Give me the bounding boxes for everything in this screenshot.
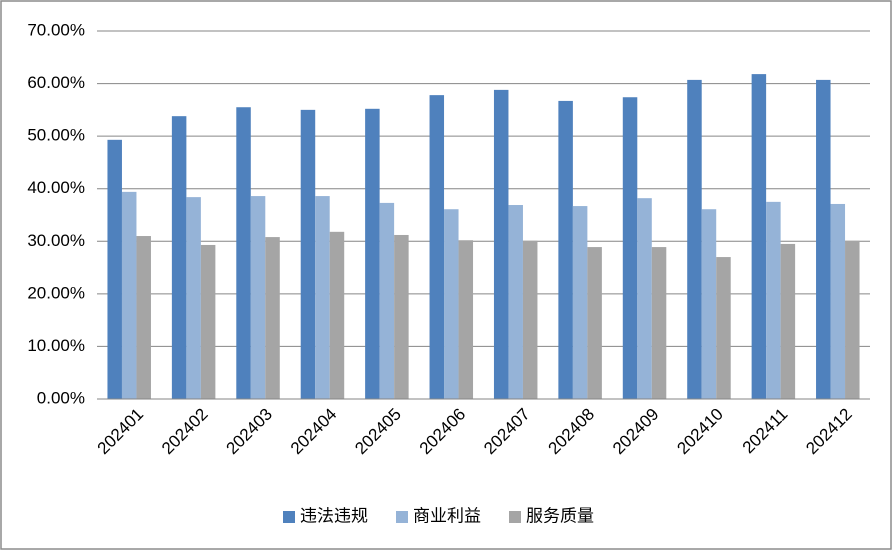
legend-swatch bbox=[509, 511, 521, 523]
bar bbox=[458, 240, 474, 399]
bar bbox=[394, 234, 409, 399]
bar bbox=[379, 202, 395, 399]
bar bbox=[701, 209, 717, 399]
bar bbox=[429, 95, 445, 399]
bar bbox=[766, 201, 781, 399]
y-tick-label: 10.00% bbox=[27, 336, 85, 355]
bar bbox=[171, 116, 187, 399]
legend-label: 服务质量 bbox=[526, 506, 594, 525]
y-tick-label: 30.00% bbox=[27, 231, 85, 250]
bar bbox=[651, 247, 667, 399]
bar bbox=[780, 243, 796, 399]
bar bbox=[830, 203, 846, 399]
bar bbox=[265, 237, 280, 399]
y-tick-label: 0.00% bbox=[37, 388, 85, 407]
bar bbox=[572, 206, 588, 399]
bar bbox=[186, 197, 201, 399]
bar bbox=[845, 240, 860, 399]
bar bbox=[508, 205, 523, 399]
bar bbox=[300, 109, 316, 399]
bar bbox=[315, 196, 330, 399]
bar bbox=[329, 231, 345, 399]
bar bbox=[522, 240, 538, 399]
bar bbox=[107, 139, 122, 399]
legend-label: 商业利益 bbox=[413, 506, 481, 525]
bar bbox=[121, 191, 137, 399]
y-tick-label: 50.00% bbox=[27, 126, 85, 145]
bar bbox=[236, 107, 251, 399]
bar bbox=[637, 198, 652, 399]
legend-swatch bbox=[283, 511, 295, 523]
legend-swatch bbox=[396, 511, 408, 523]
bar bbox=[816, 79, 831, 400]
bar bbox=[751, 74, 767, 399]
bar bbox=[716, 257, 731, 399]
bar bbox=[558, 100, 573, 400]
y-tick-label: 40.00% bbox=[27, 178, 85, 197]
y-tick-label: 20.00% bbox=[27, 283, 85, 302]
y-tick-label: 60.00% bbox=[27, 73, 85, 92]
bar bbox=[587, 247, 602, 399]
bar bbox=[136, 236, 151, 399]
bar bbox=[687, 79, 702, 400]
bar bbox=[493, 89, 509, 399]
bar bbox=[622, 97, 638, 400]
bar bbox=[250, 196, 266, 399]
bar bbox=[200, 244, 216, 399]
legend-label: 违法违规 bbox=[300, 506, 368, 525]
bar bbox=[444, 209, 459, 399]
y-tick-label: 70.00% bbox=[27, 20, 85, 39]
bar bbox=[365, 108, 380, 399]
